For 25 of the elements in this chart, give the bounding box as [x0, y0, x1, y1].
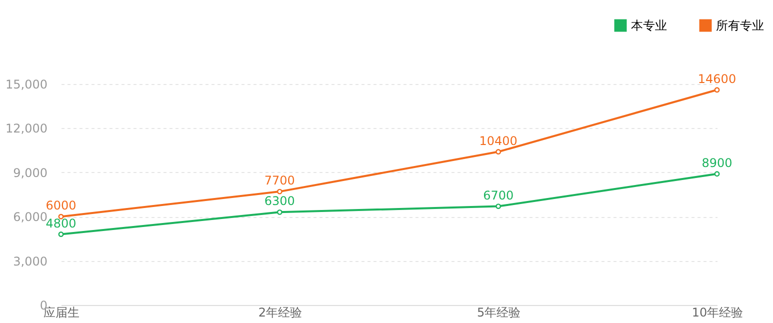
- data-label: 10400: [479, 134, 518, 148]
- y-tick-label: 12,000: [6, 122, 48, 136]
- point: [276, 209, 282, 215]
- point: [496, 204, 502, 210]
- y-tick-label: 6,000: [13, 210, 48, 224]
- y-tick-label: 3,000: [13, 254, 48, 268]
- data-label: 8900: [702, 156, 732, 170]
- data-label: 6000: [46, 198, 76, 213]
- point: [58, 232, 64, 237]
- x-tick-label: 10年经验: [692, 306, 744, 320]
- point: [496, 149, 502, 154]
- legend-label: 所有专业: [716, 18, 764, 33]
- y-tick-label: 9,000: [13, 166, 48, 180]
- data-label: 4800: [46, 216, 76, 230]
- x-tick-label: 5年经验: [477, 306, 521, 320]
- data-label: 7700: [264, 174, 295, 188]
- data-label: 14600: [698, 72, 736, 86]
- point: [276, 188, 282, 194]
- data-label: 6300: [264, 194, 295, 208]
- legend-label: 本专业: [631, 18, 667, 33]
- point: [714, 171, 720, 177]
- data-label: 6700: [483, 188, 514, 202]
- y-tick-label: 15,000: [6, 78, 48, 92]
- point: [714, 87, 720, 93]
- x-tick-label: 2年经验: [258, 306, 302, 320]
